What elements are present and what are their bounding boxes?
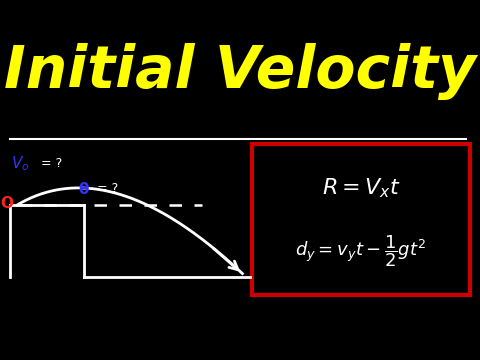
Text: = ?: = ? xyxy=(41,157,62,170)
Text: Initial Velocity: Initial Velocity xyxy=(4,44,476,100)
FancyBboxPatch shape xyxy=(252,144,470,295)
Text: O: O xyxy=(0,196,14,211)
Text: $R = V_x t$: $R = V_x t$ xyxy=(322,176,401,200)
Text: $V_o$: $V_o$ xyxy=(11,154,29,173)
Text: θ: θ xyxy=(79,181,89,197)
Text: = ?: = ? xyxy=(97,183,119,195)
Text: $d_y = v_y t - \dfrac{1}{2}gt^2$: $d_y = v_y t - \dfrac{1}{2}gt^2$ xyxy=(296,233,427,269)
